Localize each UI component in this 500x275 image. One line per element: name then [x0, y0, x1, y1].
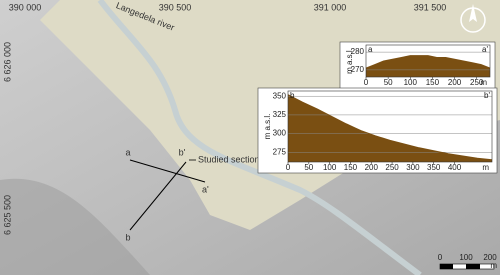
grid-label: 390 000	[9, 2, 42, 12]
x-tick-label: 150	[426, 78, 440, 87]
scale-label: 200	[483, 253, 497, 262]
x-tick-label: 100	[404, 78, 418, 87]
y-label: m a.s.l.	[345, 48, 354, 74]
x-tick-label: 400	[448, 163, 462, 172]
x-tick-label: 200	[365, 163, 379, 172]
north-arrow	[460, 4, 486, 33]
profile-line	[287, 94, 493, 161]
x-tick-label: 150	[344, 163, 358, 172]
scale-unit: m	[490, 261, 497, 270]
scale-label: 100	[459, 253, 473, 262]
corner-label: b'	[484, 91, 490, 100]
x-unit: m	[482, 163, 489, 172]
grid-label: 391 500	[414, 2, 447, 12]
y-label: m a.s.l.	[263, 114, 272, 140]
x-tick-label: 300	[406, 163, 420, 172]
point-label: a	[125, 147, 130, 157]
scale-bar	[466, 264, 480, 269]
x-tick-label: 50	[304, 163, 313, 172]
x-tick-label: 50	[384, 78, 393, 87]
x-tick-label: 0	[286, 163, 291, 172]
corner-label: a'	[482, 45, 488, 54]
x-tick-label: 100	[323, 163, 337, 172]
y-tick-label: 300	[273, 129, 287, 138]
area-fill	[288, 94, 492, 162]
profile-line-b	[129, 161, 187, 231]
corner-label: a	[368, 45, 373, 54]
y-tick-label: 275	[273, 147, 287, 156]
scale-bar	[440, 264, 453, 269]
plot-frame	[365, 44, 491, 78]
x-tick-label: 0	[364, 78, 369, 87]
profile-line-a	[129, 159, 206, 183]
y-tick-label: 280	[351, 47, 365, 56]
y-tick-label: 270	[351, 65, 365, 74]
x-unit: m	[480, 78, 487, 87]
x-tick-label: 250	[470, 78, 484, 87]
grid-label: 391 000	[314, 2, 347, 12]
x-tick-label: 200	[448, 78, 462, 87]
x-tick-label: 250	[385, 163, 399, 172]
grid-label: 6 625 500	[2, 195, 12, 235]
profile-line	[365, 55, 491, 69]
y-tick-label: 325	[273, 110, 287, 119]
grid-label: 390 500	[159, 2, 192, 12]
river	[97, 0, 422, 275]
annotation: Studied section	[198, 154, 260, 164]
plot-frame	[287, 90, 493, 163]
scale-label: 0	[438, 253, 443, 262]
point-label: b	[125, 232, 130, 242]
y-tick-label: 350	[273, 91, 287, 100]
point-label: b'	[179, 147, 186, 157]
grid-label: 6 626 000	[2, 42, 12, 82]
x-tick-label: 350	[427, 163, 441, 172]
hill	[0, 178, 150, 275]
corner-label: b	[290, 91, 295, 100]
point-label: a'	[202, 184, 209, 194]
area-fill	[366, 55, 490, 77]
